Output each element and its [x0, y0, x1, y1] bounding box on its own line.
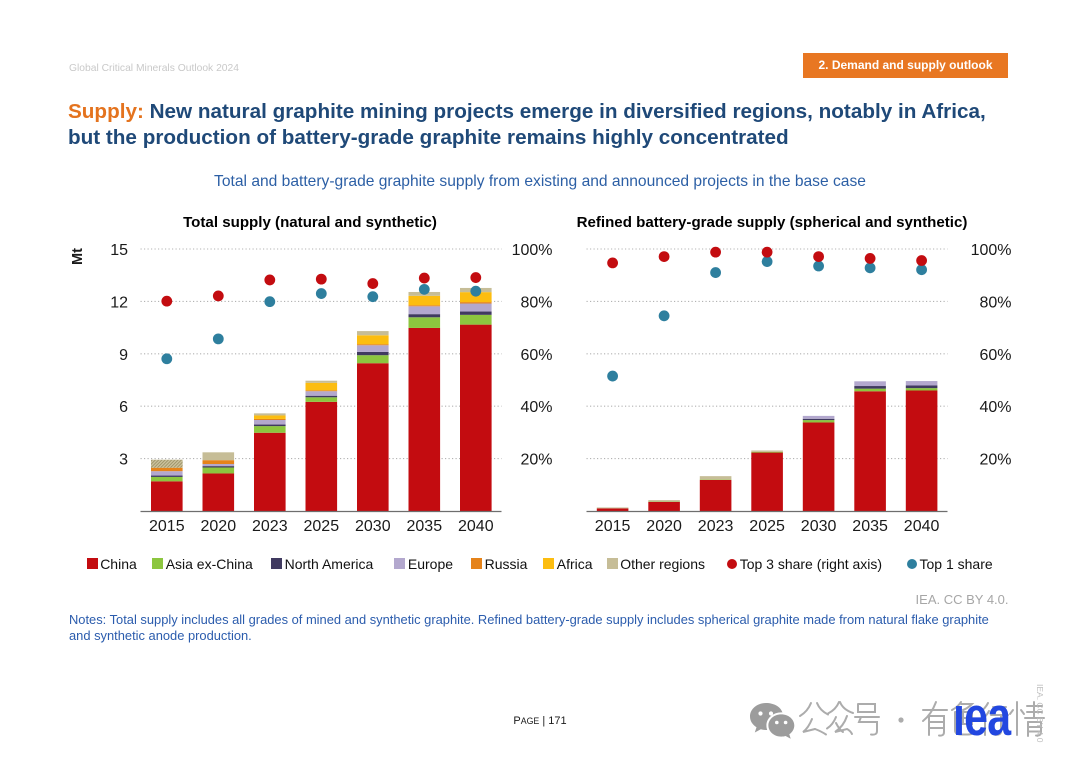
- svg-text:2025: 2025: [304, 518, 340, 535]
- svg-text:2023: 2023: [252, 518, 288, 535]
- svg-text:Mt: Mt: [70, 248, 86, 265]
- svg-text:80%: 80%: [520, 294, 552, 311]
- svg-text:20%: 20%: [520, 452, 552, 469]
- svg-text:40%: 40%: [979, 399, 1011, 416]
- svg-text:2040: 2040: [904, 518, 940, 535]
- svg-text:3: 3: [119, 452, 128, 469]
- svg-text:2030: 2030: [355, 518, 391, 535]
- svg-text:40%: 40%: [520, 399, 552, 416]
- svg-text:2023: 2023: [698, 518, 734, 535]
- svg-text:2030: 2030: [801, 518, 837, 535]
- svg-text:2025: 2025: [749, 518, 785, 535]
- svg-text:2040: 2040: [458, 518, 494, 535]
- svg-text:2035: 2035: [852, 518, 888, 535]
- svg-text:2035: 2035: [407, 518, 443, 535]
- svg-text:80%: 80%: [979, 294, 1011, 311]
- svg-text:60%: 60%: [520, 347, 552, 364]
- svg-text:12: 12: [110, 294, 128, 311]
- svg-text:15: 15: [110, 242, 128, 259]
- svg-text:2015: 2015: [595, 518, 631, 535]
- svg-text:60%: 60%: [979, 347, 1011, 364]
- svg-text:100%: 100%: [971, 242, 1012, 259]
- svg-text:2020: 2020: [646, 518, 682, 535]
- svg-text:20%: 20%: [979, 452, 1011, 469]
- svg-text:2020: 2020: [201, 518, 237, 535]
- svg-text:6: 6: [119, 399, 128, 416]
- svg-text:9: 9: [119, 347, 128, 364]
- svg-text:2015: 2015: [149, 518, 185, 535]
- svg-text:100%: 100%: [512, 242, 553, 259]
